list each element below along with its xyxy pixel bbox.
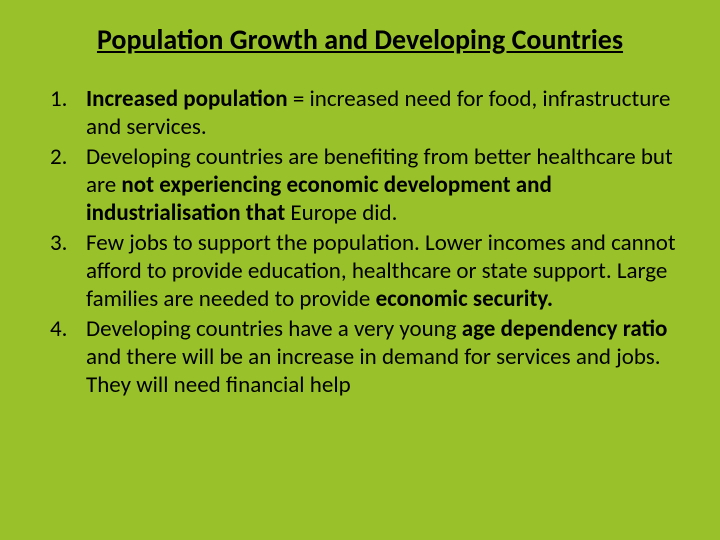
text-run: and there will be an increase in demand … — [86, 343, 661, 399]
bullet-list: Increased population = increased need fo… — [38, 85, 682, 400]
text-run: economic security. — [376, 285, 554, 313]
list-item: Developing countries have a very young a… — [38, 315, 682, 399]
text-run: age dependency ratio — [462, 315, 668, 343]
text-run: Developing countries have a very young — [86, 315, 462, 343]
text-run: Europe did. — [290, 199, 397, 227]
slide-title: Population Growth and Developing Countri… — [38, 22, 682, 57]
list-item: Increased population = increased need fo… — [38, 85, 682, 141]
slide: Population Growth and Developing Countri… — [0, 0, 720, 422]
list-item: Few jobs to support the population. Lowe… — [38, 229, 682, 313]
text-run: Increased population — [86, 85, 293, 113]
list-item: Developing countries are benefiting from… — [38, 143, 682, 227]
